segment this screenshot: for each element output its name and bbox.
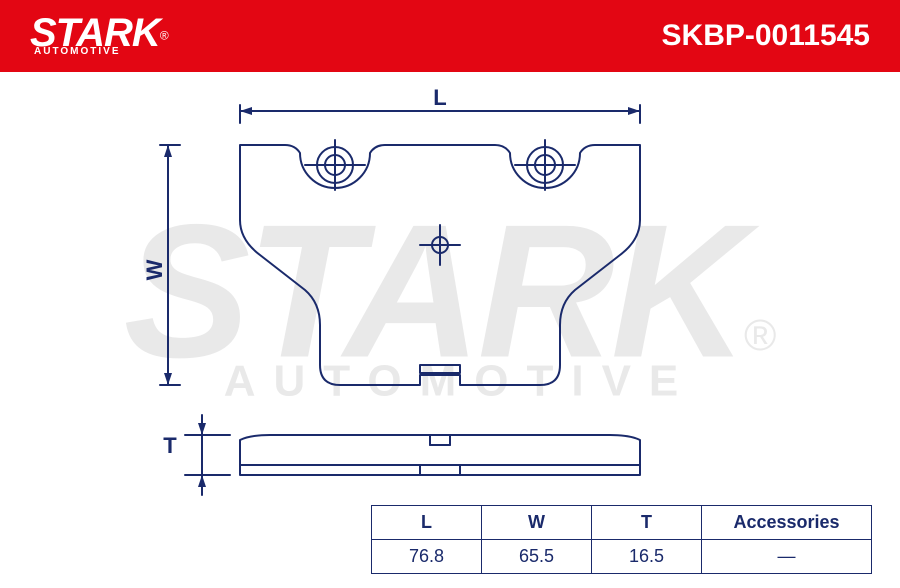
val-W: 65.5: [482, 540, 592, 574]
label-W: W: [142, 259, 167, 280]
label-L: L: [433, 85, 446, 110]
col-T: T: [592, 506, 702, 540]
part-number: SKBP-0011545: [662, 19, 870, 53]
diagram-svg: L W T: [140, 85, 760, 505]
col-accessories: Accessories: [702, 506, 872, 540]
table-header-row: L W T Accessories: [372, 506, 872, 540]
col-L: L: [372, 506, 482, 540]
val-L: 76.8: [372, 540, 482, 574]
table-value-row: 76.8 65.5 16.5 —: [372, 540, 872, 574]
logo-registered: ®: [160, 28, 169, 42]
brand-logo: STARK® AUTOMOTIVE: [30, 16, 169, 57]
label-T: T: [163, 433, 177, 458]
col-W: W: [482, 506, 592, 540]
dimensions-table: L W T Accessories 76.8 65.5 16.5 —: [371, 505, 872, 574]
header-bar: STARK® AUTOMOTIVE SKBP-0011545: [0, 0, 900, 72]
val-T: 16.5: [592, 540, 702, 574]
technical-diagram: L W T: [140, 85, 760, 495]
val-accessories: —: [702, 540, 872, 574]
logo-subtext: AUTOMOTIVE: [34, 48, 169, 57]
